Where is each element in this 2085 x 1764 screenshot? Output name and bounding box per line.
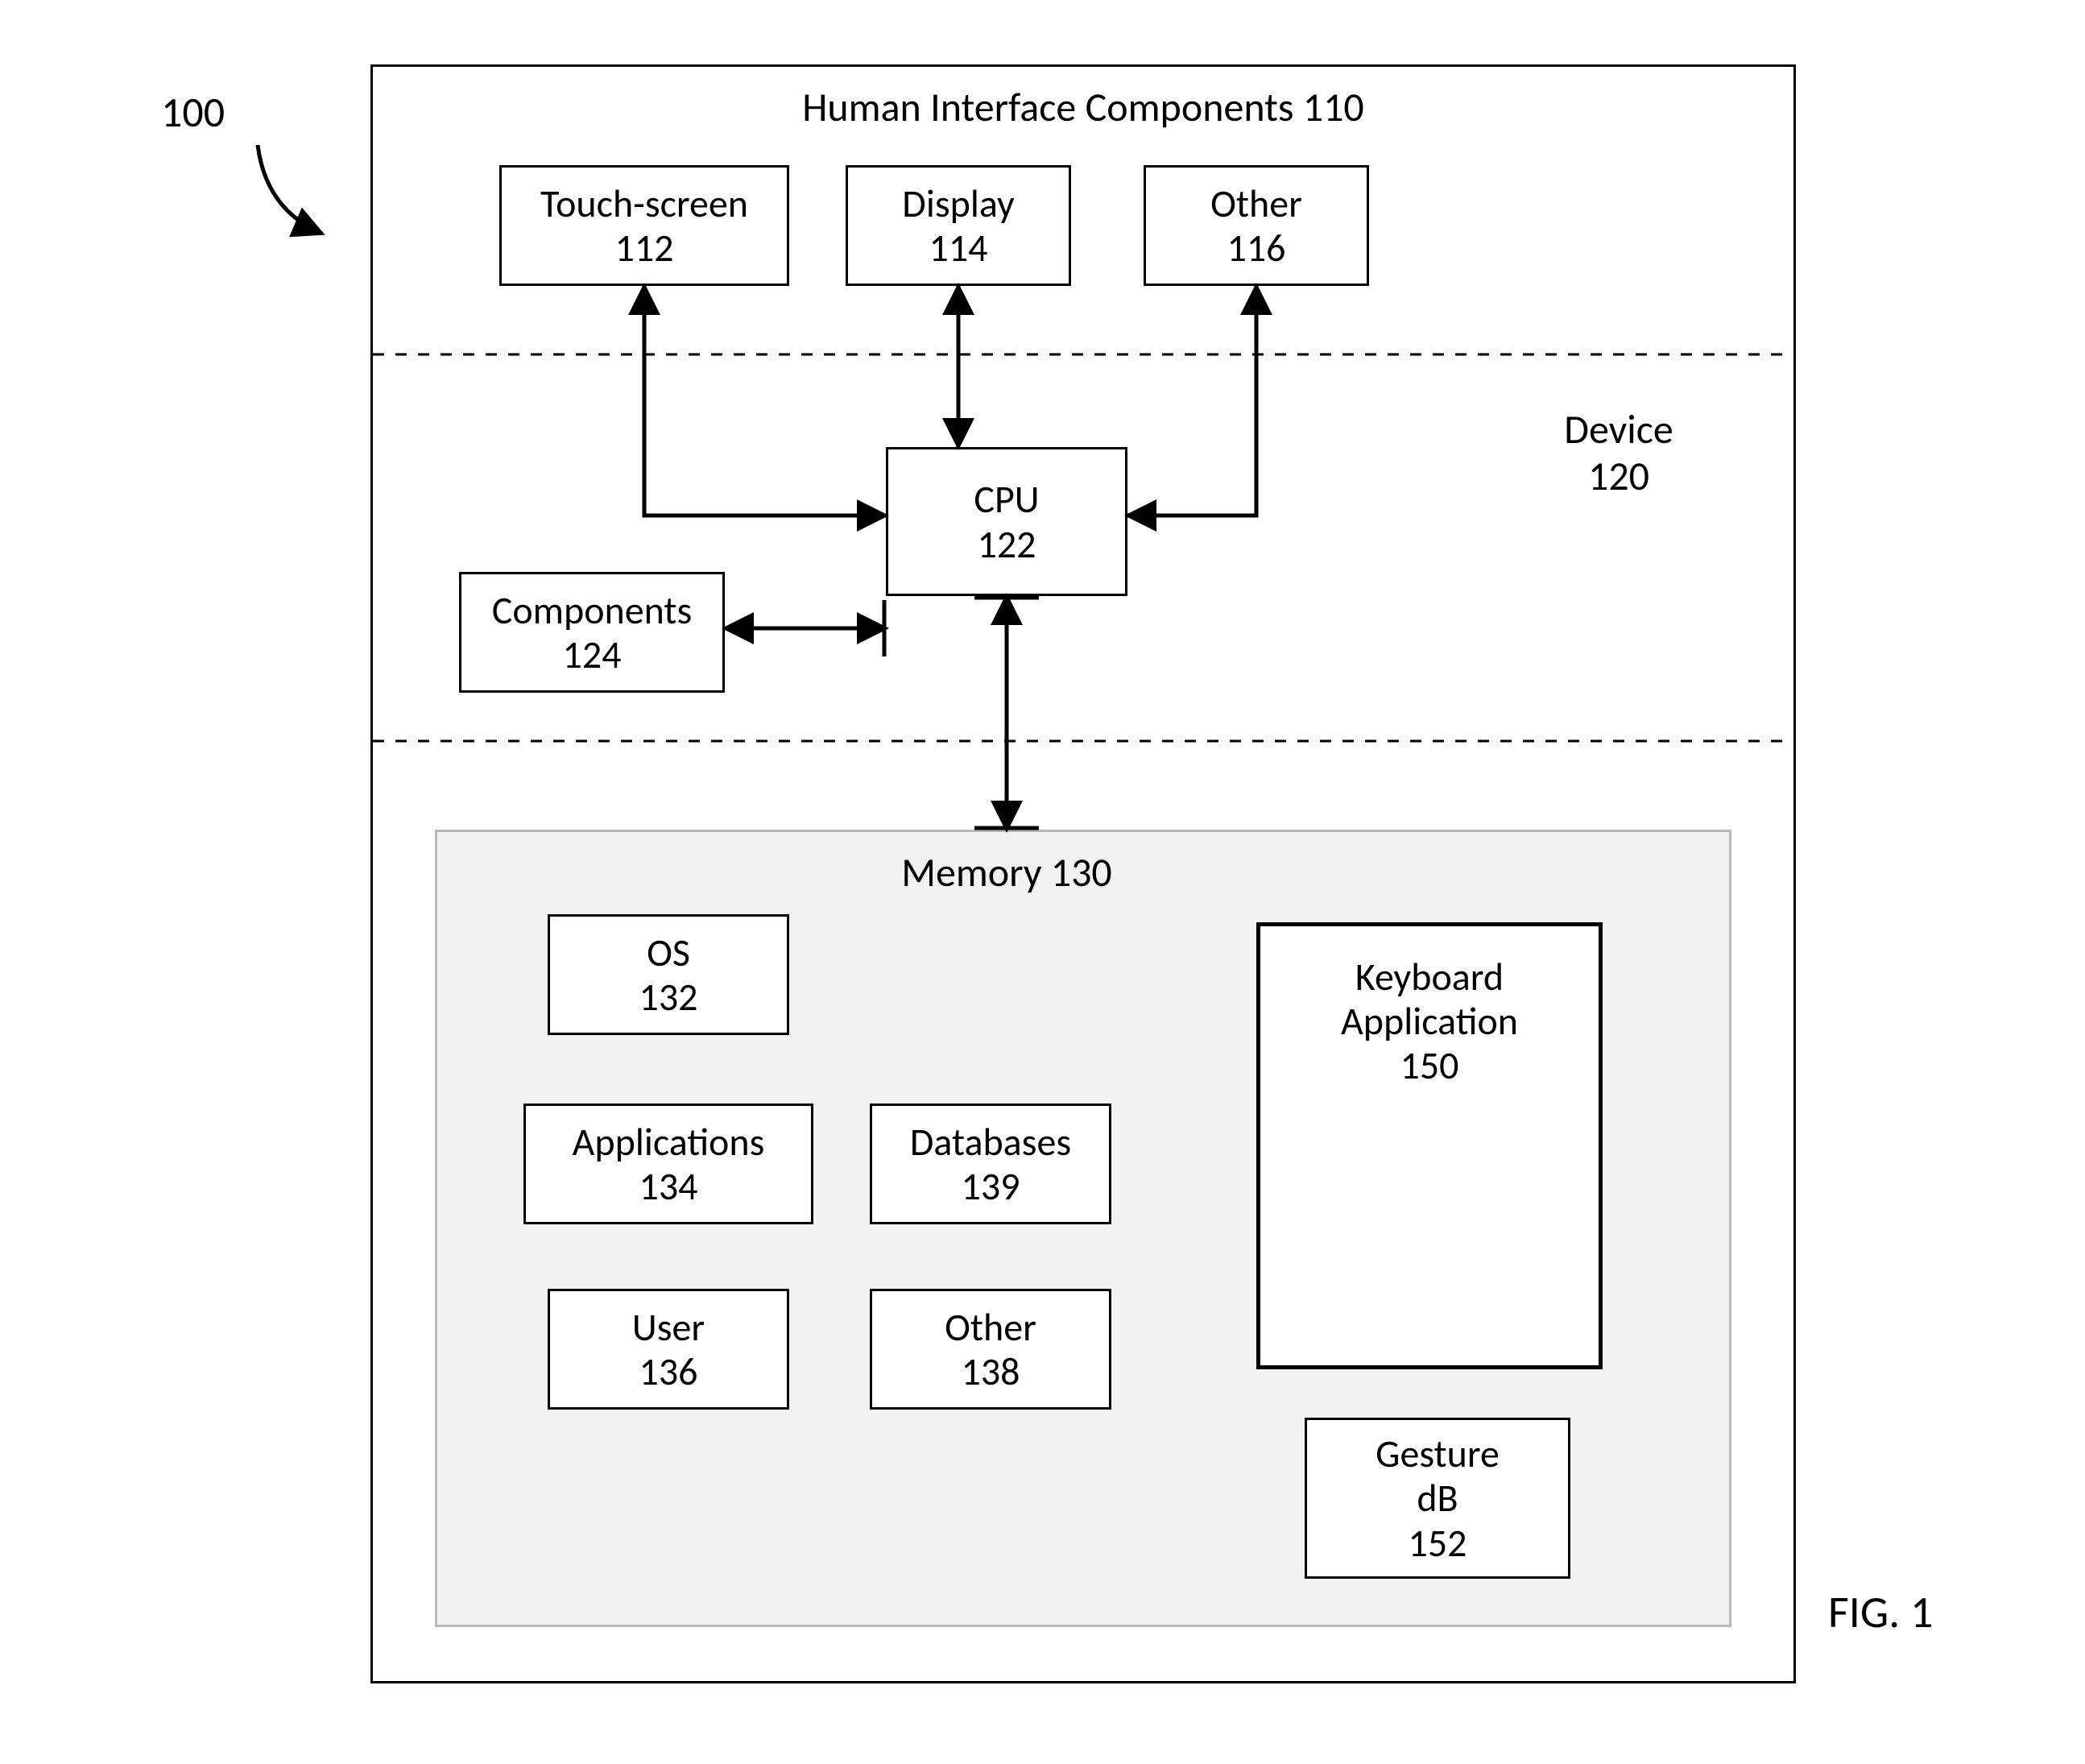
hic-title: Human Interface Components 110 [370, 85, 1796, 131]
cpu-label: CPU [974, 477, 1039, 521]
keyboard-label2: Application [1341, 999, 1518, 1043]
cpu-num: 122 [978, 522, 1036, 566]
keyboard-app-node: Keyboard Application 150 [1256, 922, 1603, 1369]
gesture-label1: Gesture [1376, 1431, 1500, 1476]
memory-title-text: Memory 130 [901, 848, 1112, 897]
display-node: Display 114 [846, 165, 1071, 286]
gesture-db-node: Gesture dB 152 [1305, 1418, 1570, 1579]
databases-label: Databases [910, 1120, 1071, 1164]
display-label: Display [902, 181, 1014, 226]
device-title-text: Device [1564, 405, 1673, 454]
touch-screen-label: Touch-screen [540, 181, 748, 226]
os-node: OS 132 [548, 914, 789, 1035]
databases-num: 139 [962, 1164, 1020, 1208]
ref-100-arrow [258, 145, 322, 234]
device-title-num: 120 [1588, 452, 1649, 501]
other-num: 116 [1227, 226, 1286, 270]
user-label: User [632, 1305, 705, 1349]
gesture-label2: dB [1417, 1476, 1458, 1520]
databases-node: Databases 139 [870, 1104, 1111, 1224]
touch-screen-num: 112 [615, 226, 674, 270]
ref-100: 100 [161, 89, 225, 137]
applications-node: Applications 134 [523, 1104, 813, 1224]
device-title: Device 120 [1466, 407, 1772, 499]
applications-num: 134 [639, 1164, 698, 1208]
figure-caption-text: FIG. 1 [1828, 1585, 1933, 1640]
components-label: Components [492, 588, 693, 632]
user-node: User 136 [548, 1289, 789, 1410]
os-label: OS [647, 930, 690, 975]
display-num: 114 [929, 226, 988, 270]
gesture-num: 152 [1409, 1521, 1467, 1565]
figure-caption: FIG. 1 [1828, 1587, 1933, 1638]
other-node: Other 116 [1144, 165, 1369, 286]
touch-screen-node: Touch-screen 112 [499, 165, 789, 286]
cpu-node: CPU 122 [886, 447, 1127, 596]
other-label: Other [1210, 181, 1302, 226]
hic-title-text: Human Interface Components 110 [802, 83, 1364, 132]
os-num: 132 [639, 975, 698, 1019]
keyboard-label1: Keyboard [1355, 954, 1504, 999]
components-node: Components 124 [459, 572, 725, 693]
keyboard-num: 150 [1400, 1043, 1459, 1087]
user-num: 136 [639, 1349, 698, 1393]
components-num: 124 [563, 632, 622, 677]
other2-num: 138 [962, 1349, 1020, 1393]
other2-label: Other [945, 1305, 1036, 1349]
figure-stage: 100 Human Interface Components 110 Touch… [0, 0, 2085, 1764]
applications-label: Applications [573, 1120, 765, 1164]
memory-title: Memory 130 [846, 850, 1168, 896]
other2-node: Other 138 [870, 1289, 1111, 1410]
ref-100-text: 100 [161, 86, 225, 138]
